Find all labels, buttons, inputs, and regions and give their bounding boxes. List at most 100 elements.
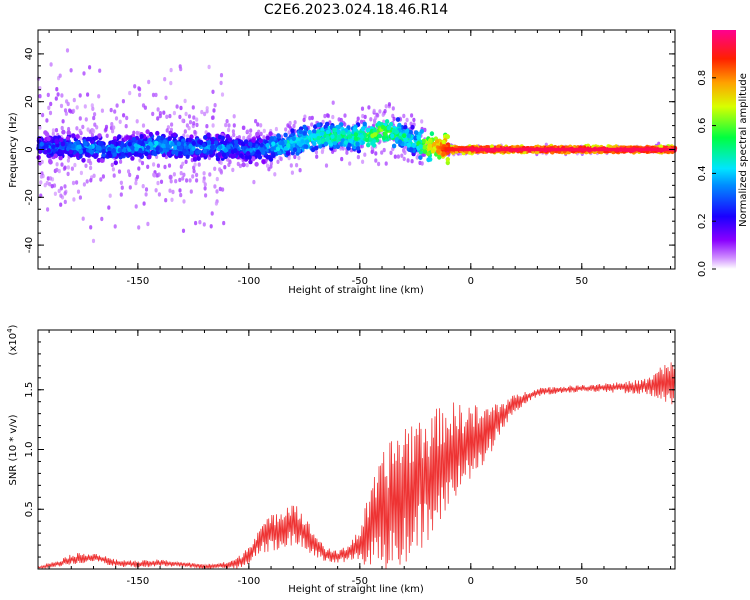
spectrogram-point — [202, 171, 206, 176]
spectrogram-point — [54, 96, 58, 101]
spectrogram-point — [65, 136, 71, 141]
spectrogram-point — [287, 130, 291, 135]
spectrogram-point — [406, 133, 412, 139]
spectrogram-point — [121, 99, 125, 104]
spectrogram-point — [151, 92, 156, 98]
spectrogram-point — [196, 156, 201, 162]
spectrogram-x-ticks: -150 -100 -50 0 50 — [48, 30, 672, 287]
spectrogram-point — [184, 145, 190, 150]
spectrogram-point — [219, 80, 223, 86]
spectrogram-point — [188, 143, 193, 149]
spectrogram-point — [61, 129, 66, 135]
spectrogram-point — [348, 138, 354, 144]
spectrogram-point — [128, 172, 132, 178]
spectrogram-point — [156, 135, 161, 141]
spectrogram-point — [198, 220, 202, 225]
spectrogram-point — [46, 92, 50, 98]
spectrogram-point — [441, 151, 446, 157]
spectrogram-point — [206, 140, 212, 145]
spectrogram-point — [219, 170, 223, 175]
spectrogram-point — [134, 146, 139, 152]
spectrogram-point — [38, 94, 42, 99]
spectrogram-point — [71, 133, 76, 139]
spectrogram-point — [331, 100, 335, 105]
spectrogram-point — [337, 134, 342, 140]
spectrogram-point — [331, 114, 335, 120]
spectrogram-point — [138, 87, 142, 92]
spectrogram-point — [445, 160, 450, 166]
spectrogram-point — [84, 163, 88, 168]
spectrogram-point — [92, 173, 96, 178]
spectrogram-point — [374, 115, 378, 121]
spectrogram-point — [249, 128, 253, 133]
spectrogram-point — [341, 130, 346, 136]
spectrogram-point — [111, 139, 116, 145]
spectrogram-point — [420, 119, 424, 124]
spectrogram-point — [409, 147, 414, 153]
spectrogram-point — [93, 135, 99, 141]
x-tick-label: 0 — [468, 276, 474, 287]
spectrogram-point — [176, 141, 182, 147]
spectrogram-point — [269, 161, 273, 166]
spectrogram-point — [55, 162, 59, 167]
spectrogram-point — [302, 117, 306, 123]
spectrogram-point — [168, 113, 172, 119]
spectrogram-point — [157, 192, 161, 197]
snr-y-multiplier: (x104) — [6, 324, 19, 355]
spectrogram-point — [220, 92, 225, 97]
spectrogram-point — [297, 155, 301, 161]
spectrogram-point — [110, 162, 114, 168]
spectrogram-point — [310, 122, 314, 127]
spectrogram-point — [89, 178, 93, 183]
spectrogram-point — [84, 117, 88, 122]
spectrogram-point — [325, 129, 331, 135]
spectrogram-point — [67, 126, 71, 132]
spectrogram-point — [254, 119, 258, 124]
spectrogram-point — [209, 224, 213, 229]
spectrogram-point — [112, 173, 116, 178]
spectrogram-point — [156, 107, 160, 112]
spectrogram-point — [66, 165, 70, 170]
spectrogram-point — [406, 158, 410, 163]
spectrogram-point — [159, 179, 164, 184]
spectrogram-point — [124, 124, 128, 129]
spectrogram-point — [73, 162, 77, 168]
spectrogram-point — [145, 145, 151, 150]
spectrogram-point — [141, 184, 145, 189]
spectrogram-point — [222, 140, 228, 146]
spectrogram-point — [192, 115, 196, 120]
spectrogram-point — [108, 193, 112, 198]
spectrogram-point — [388, 121, 394, 127]
spectrogram-point — [410, 159, 414, 164]
spectrogram-point — [226, 144, 231, 150]
spectrogram-point — [54, 139, 59, 145]
spectrogram-point — [58, 73, 62, 78]
spectrogram-point — [167, 136, 172, 141]
spectrogram-point — [295, 163, 299, 168]
spectrogram-point — [173, 145, 178, 151]
spectrogram-point — [182, 148, 187, 154]
spectrogram-point — [113, 224, 117, 229]
spectrogram-point — [113, 160, 119, 166]
spectrogram-point — [46, 136, 51, 142]
spectrogram-point — [174, 179, 178, 184]
spectrogram-point — [205, 124, 209, 129]
spectrogram-point — [406, 142, 411, 148]
spectrogram-point — [51, 144, 56, 150]
spectrogram-point — [166, 151, 171, 157]
spectrogram-point — [312, 129, 317, 134]
spectrogram-point — [171, 149, 176, 155]
spectrogram-point — [251, 138, 256, 144]
spectrogram-point — [381, 112, 385, 118]
spectrogram-point — [138, 92, 142, 98]
spectrogram-point — [193, 162, 197, 167]
spectrogram-point — [431, 141, 437, 147]
spectrogram-point — [363, 114, 367, 120]
spectrogram-point — [325, 113, 330, 118]
spectrogram-point — [402, 113, 406, 119]
spectrogram-point — [390, 133, 395, 139]
spectrogram-point — [191, 140, 196, 146]
spectrogram-point — [50, 184, 54, 189]
spectrogram-point — [372, 128, 377, 134]
spectrogram-point — [192, 157, 198, 162]
